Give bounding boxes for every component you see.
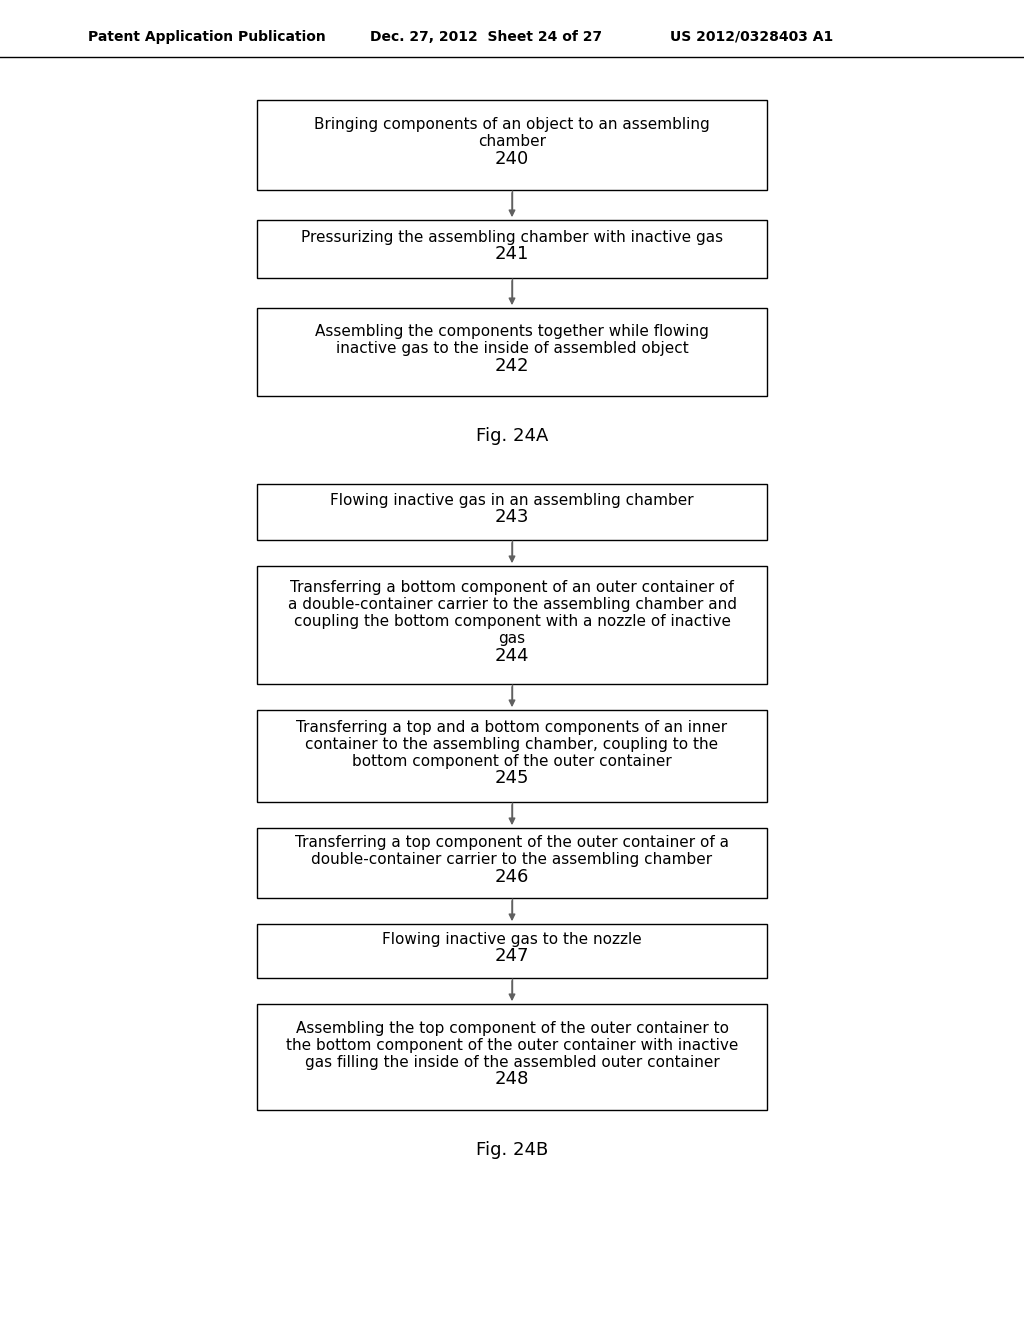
Text: Patent Application Publication: Patent Application Publication <box>88 30 326 44</box>
Text: 245: 245 <box>495 770 529 787</box>
Bar <box>257 710 767 803</box>
Text: double-container carrier to the assembling chamber: double-container carrier to the assembli… <box>311 853 713 867</box>
Text: gas filling the inside of the assembled outer container: gas filling the inside of the assembled … <box>304 1055 720 1069</box>
Text: bottom component of the outer container: bottom component of the outer container <box>352 754 672 768</box>
Text: Transferring a top component of the outer container of a: Transferring a top component of the oute… <box>295 836 729 850</box>
Text: 247: 247 <box>495 948 529 965</box>
Text: 246: 246 <box>495 867 529 886</box>
Text: 241: 241 <box>495 246 529 263</box>
Text: a double-container carrier to the assembling chamber and: a double-container carrier to the assemb… <box>288 597 736 612</box>
Text: inactive gas to the inside of assembled object: inactive gas to the inside of assembled … <box>336 342 688 356</box>
Text: Bringing components of an object to an assembling: Bringing components of an object to an a… <box>314 117 710 132</box>
Text: container to the assembling chamber, coupling to the: container to the assembling chamber, cou… <box>305 737 719 751</box>
Text: coupling the bottom component with a nozzle of inactive: coupling the bottom component with a noz… <box>294 614 730 630</box>
Text: Fig. 24B: Fig. 24B <box>476 1140 548 1159</box>
Bar <box>257 566 767 684</box>
Text: Transferring a top and a bottom components of an inner: Transferring a top and a bottom componen… <box>296 719 728 735</box>
Text: Assembling the components together while flowing: Assembling the components together while… <box>315 325 709 339</box>
Text: 242: 242 <box>495 356 529 375</box>
Text: Transferring a bottom component of an outer container of: Transferring a bottom component of an ou… <box>290 581 734 595</box>
Text: 243: 243 <box>495 508 529 527</box>
Text: Dec. 27, 2012  Sheet 24 of 27: Dec. 27, 2012 Sheet 24 of 27 <box>370 30 602 44</box>
Text: 240: 240 <box>495 149 529 168</box>
Text: Flowing inactive gas to the nozzle: Flowing inactive gas to the nozzle <box>382 932 642 946</box>
Bar <box>257 100 767 190</box>
Text: US 2012/0328403 A1: US 2012/0328403 A1 <box>670 30 834 44</box>
Text: chamber: chamber <box>478 135 546 149</box>
Text: Assembling the top component of the outer container to: Assembling the top component of the oute… <box>296 1020 728 1036</box>
Text: Flowing inactive gas in an assembling chamber: Flowing inactive gas in an assembling ch… <box>330 492 694 508</box>
Bar <box>257 1005 767 1110</box>
Bar <box>257 308 767 396</box>
Text: the bottom component of the outer container with inactive: the bottom component of the outer contai… <box>286 1038 738 1053</box>
Text: gas: gas <box>499 631 525 647</box>
Text: Pressurizing the assembling chamber with inactive gas: Pressurizing the assembling chamber with… <box>301 230 723 244</box>
Bar <box>257 220 767 279</box>
Bar <box>257 484 767 540</box>
Bar <box>257 828 767 898</box>
Bar <box>257 924 767 978</box>
Text: Fig. 24A: Fig. 24A <box>476 426 548 445</box>
Text: 244: 244 <box>495 647 529 665</box>
Text: 248: 248 <box>495 1071 529 1088</box>
